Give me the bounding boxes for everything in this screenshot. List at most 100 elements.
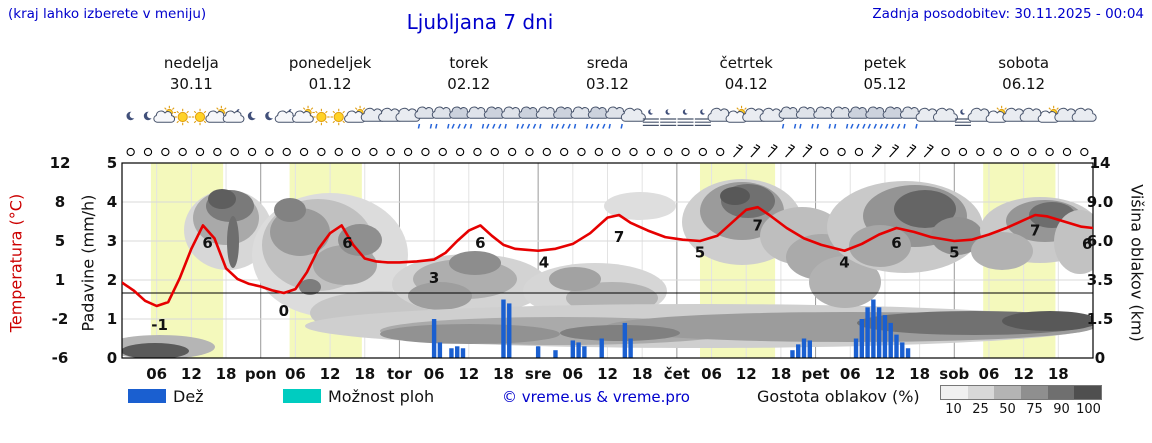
weather-icon-partly xyxy=(985,105,1009,123)
weather-icon-fog-night xyxy=(694,108,711,127)
calm-wind-icon xyxy=(195,147,205,157)
cloud-density-field xyxy=(122,179,1093,358)
weather-icon-moon xyxy=(143,111,155,121)
weather-icon-cloud xyxy=(620,107,646,122)
density-step-label: 10 xyxy=(945,402,962,417)
density-step-label: 25 xyxy=(972,402,989,417)
calm-wind-icon xyxy=(716,147,725,157)
rain-drop xyxy=(585,123,589,129)
x-tick-label: 12 xyxy=(458,365,479,383)
calm-wind-icon xyxy=(317,147,326,157)
weather-icon-rain xyxy=(882,106,905,129)
weather-icon-drizzle xyxy=(778,106,801,129)
rain-drop xyxy=(862,123,866,129)
density-step xyxy=(941,386,968,399)
density-step-label: 50 xyxy=(999,402,1016,417)
x-tick-label: sob xyxy=(939,365,969,383)
temp-point-label: 7 xyxy=(1030,222,1040,240)
day-name: petek xyxy=(864,54,907,72)
temperature-axis-title: Temperatura (°C) xyxy=(6,193,26,333)
wind-barb-icon xyxy=(889,144,900,158)
calm-wind-icon xyxy=(629,147,638,157)
temp-point-label: 6 xyxy=(1082,235,1092,253)
rain-drop xyxy=(463,123,467,129)
rain-drop xyxy=(811,123,814,129)
x-tick-label: 06 xyxy=(701,365,722,383)
wind-symbols-row xyxy=(126,144,1089,158)
wind-barb-icon xyxy=(733,144,743,158)
rain-drop xyxy=(526,123,531,129)
x-tick-label: 12 xyxy=(181,365,202,383)
temp-tick-label: 8 xyxy=(55,193,65,211)
wind-barb-icon xyxy=(923,144,934,158)
density-step-label: 100 xyxy=(1076,402,1101,417)
cloud-tick-label: 6.0 xyxy=(1087,232,1114,250)
calm-wind-icon xyxy=(369,147,378,157)
weather-icon-sun xyxy=(313,108,330,126)
temp-point-label: 3 xyxy=(429,269,439,287)
precipitation-axis-title: Padavine (mm/h) xyxy=(78,194,98,332)
density-step xyxy=(967,386,995,399)
calm-wind-icon xyxy=(560,147,569,157)
rain-drop xyxy=(555,123,559,129)
rain-drop xyxy=(873,123,877,129)
calm-wind-icon xyxy=(143,147,153,157)
temp-point-label: 7 xyxy=(614,228,624,246)
x-tick-label: pet xyxy=(802,365,830,383)
calm-wind-icon xyxy=(1028,147,1037,157)
wind-barb-icon xyxy=(802,144,813,158)
calm-wind-icon xyxy=(837,147,846,157)
day-name: nedelja xyxy=(164,54,219,72)
calm-wind-icon xyxy=(126,147,135,157)
calm-wind-icon xyxy=(265,147,274,157)
calm-wind-icon xyxy=(664,147,673,157)
rain-drop xyxy=(903,123,906,129)
x-tick-label: 12 xyxy=(874,365,895,383)
calm-wind-icon xyxy=(1010,147,1020,157)
x-tick-label: 18 xyxy=(354,365,375,383)
copyright-link[interactable]: © vreme.us & vreme.pro xyxy=(502,388,690,406)
x-tick-label: 06 xyxy=(146,365,167,383)
weather-icon-rain xyxy=(865,106,887,129)
rain-bars xyxy=(431,299,911,358)
calm-wind-icon xyxy=(577,147,586,157)
rain-drop xyxy=(590,123,594,129)
rain-drop xyxy=(492,123,496,129)
day-date: 30.11 xyxy=(170,75,213,93)
rain-drop xyxy=(781,123,785,129)
calm-wind-icon xyxy=(282,147,291,157)
x-tick-label: 18 xyxy=(632,365,653,383)
calm-wind-icon xyxy=(681,147,690,157)
rain-drop xyxy=(596,123,600,129)
day-name: sreda xyxy=(587,54,629,72)
temp-point-label: 7 xyxy=(753,216,763,234)
page-title: Ljubljana 7 dni xyxy=(406,10,554,34)
rain-drop xyxy=(867,123,871,129)
sun-shape xyxy=(194,111,206,123)
weather-icon-rain xyxy=(587,106,610,129)
calm-wind-icon xyxy=(178,147,187,157)
density-scale xyxy=(940,385,1102,400)
calm-wind-icon xyxy=(161,147,170,157)
x-tick-label: 12 xyxy=(736,365,757,383)
calm-wind-icon xyxy=(403,147,413,157)
cloud-density-legend-label: Gostota oblakov (%) xyxy=(757,387,920,406)
rain-drop xyxy=(516,123,519,129)
weather-icon-rain xyxy=(483,106,506,129)
rain-drop xyxy=(608,123,611,129)
calm-wind-icon xyxy=(507,147,517,157)
x-tick-label: tor xyxy=(387,365,412,383)
cloud-tick-label: 9.0 xyxy=(1087,193,1114,211)
density-step xyxy=(1047,386,1075,399)
rain-drop xyxy=(799,123,802,129)
weather-icon-sun xyxy=(174,108,191,126)
calm-wind-icon xyxy=(351,147,361,157)
calm-wind-icon xyxy=(542,147,551,157)
rain-drop xyxy=(915,123,918,129)
cloud-shape xyxy=(292,110,314,123)
rain-drop xyxy=(532,123,537,129)
temp-point-label: 4 xyxy=(539,253,549,271)
cloud-tick-label: 1.5 xyxy=(1087,310,1114,328)
